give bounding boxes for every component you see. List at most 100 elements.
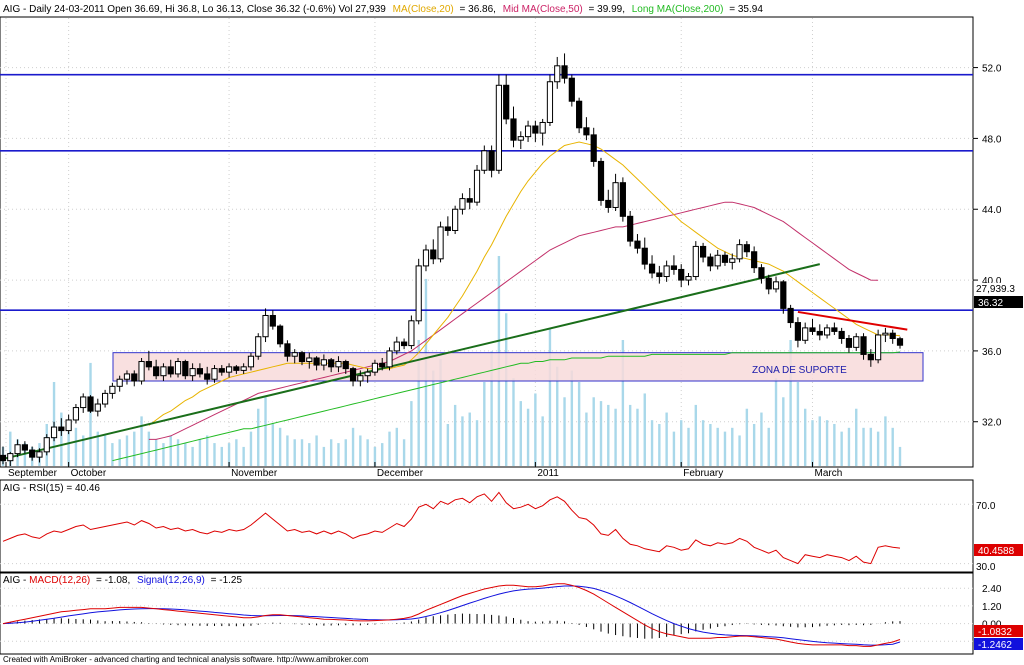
- candle-up: [612, 182, 619, 208]
- candle-up: [65, 419, 72, 432]
- volume-bar: [760, 412, 763, 466]
- volume-bar: [366, 439, 369, 466]
- moving-averages: [112, 141, 901, 462]
- ma20-value: = 36.86,: [460, 4, 496, 15]
- trendlines: [2, 263, 908, 460]
- candle-up: [663, 265, 670, 278]
- candle-down: [269, 314, 276, 327]
- date-tick-label: March: [814, 468, 842, 479]
- volume-bar: [556, 366, 559, 466]
- volume-bar: [716, 427, 719, 466]
- volume-bar: [862, 427, 865, 466]
- candle-up: [14, 444, 21, 455]
- candle-up: [685, 276, 692, 281]
- candle-up: [473, 169, 481, 203]
- candle-up: [320, 359, 327, 366]
- volume-bar: [271, 424, 275, 466]
- candle-up: [371, 362, 379, 373]
- volume-bar: [774, 378, 778, 466]
- signal-label: Signal(12,26,9): [137, 575, 205, 586]
- candle-down: [765, 277, 772, 290]
- volume-bar: [709, 424, 712, 466]
- volume-bar: [147, 431, 151, 466]
- candle-down: [29, 449, 36, 458]
- volume-bar: [825, 420, 829, 466]
- volume-bar: [599, 401, 603, 466]
- volume-bar: [191, 446, 194, 466]
- volume-bar: [235, 439, 238, 466]
- candle-down: [838, 330, 845, 340]
- candle-up: [240, 366, 247, 371]
- candle-down: [568, 77, 575, 102]
- volume-bar: [884, 416, 887, 466]
- volume-bar: [483, 382, 486, 466]
- candle-down: [707, 256, 714, 267]
- macd-panel: [0, 572, 974, 655]
- candle-up: [189, 368, 196, 377]
- date-tick-label: November: [231, 468, 278, 479]
- volume-bar: [869, 427, 873, 466]
- price-axis: 52.0 48.0 44.0 40.0 36.0 32.0: [973, 64, 1002, 429]
- candle-down: [444, 226, 451, 231]
- candle-up: [393, 341, 400, 352]
- volume-bar: [388, 431, 391, 466]
- candle-up: [517, 136, 524, 141]
- volume-bar: [242, 446, 245, 466]
- candle-down: [634, 240, 641, 249]
- volume-bar: [694, 404, 698, 466]
- volume-bar: [184, 443, 187, 466]
- volume-bar: [351, 427, 355, 466]
- volume-bar: [381, 443, 384, 466]
- candle-down: [532, 125, 539, 134]
- candle-down: [21, 444, 28, 451]
- candle-down: [641, 247, 648, 265]
- volume-bar: [308, 443, 311, 466]
- volume-bar: [133, 431, 136, 466]
- candle-down: [379, 362, 386, 368]
- volume-bar: [89, 362, 92, 466]
- candle-up: [452, 208, 459, 231]
- candle-up: [160, 366, 167, 377]
- date-tick-label: September: [8, 468, 58, 479]
- volume-bar: [322, 446, 326, 466]
- rsi-last-tag: [974, 544, 1023, 556]
- candle-up: [729, 258, 736, 263]
- candle-down: [743, 244, 750, 253]
- candle-down: [342, 361, 349, 370]
- candle-down: [131, 373, 138, 382]
- candle-down: [860, 336, 867, 355]
- ma200-value: = 35.94: [729, 4, 763, 15]
- candle-down: [889, 332, 896, 340]
- volume-bar: [359, 435, 362, 466]
- volume-bar: [432, 370, 435, 466]
- ma50-label: Mid MA(Close,50): [503, 4, 583, 15]
- volume-bar: [738, 435, 741, 466]
- candle-down: [627, 215, 634, 242]
- volume-bar: [475, 420, 479, 466]
- candle-up: [714, 254, 721, 267]
- candle-up: [546, 81, 554, 123]
- candle-down: [430, 249, 437, 260]
- volume-bar: [439, 359, 442, 466]
- volume-bar: [818, 416, 821, 466]
- candle-down: [87, 396, 94, 412]
- macd-last-tag: [974, 625, 1023, 637]
- candle-up: [116, 378, 123, 387]
- candles: [0, 53, 904, 466]
- candle-up: [422, 249, 430, 267]
- candle-up: [495, 84, 503, 171]
- rsi-tick-70: 70.0: [976, 501, 996, 512]
- candle-up: [459, 198, 466, 210]
- candle-down: [145, 361, 152, 368]
- signal-last-label: -1.2462: [978, 640, 1012, 651]
- volume-bar: [103, 435, 107, 466]
- candle-up: [123, 373, 131, 380]
- volume-bar: [767, 427, 770, 466]
- volume-bar: [833, 424, 836, 466]
- candle-down: [298, 352, 306, 363]
- candle-up: [225, 366, 233, 373]
- footer-credit: Created with AmiBroker - advanced charti…: [3, 655, 369, 664]
- candle-down: [794, 322, 802, 341]
- candle-up: [262, 314, 269, 338]
- candle-up: [174, 361, 182, 375]
